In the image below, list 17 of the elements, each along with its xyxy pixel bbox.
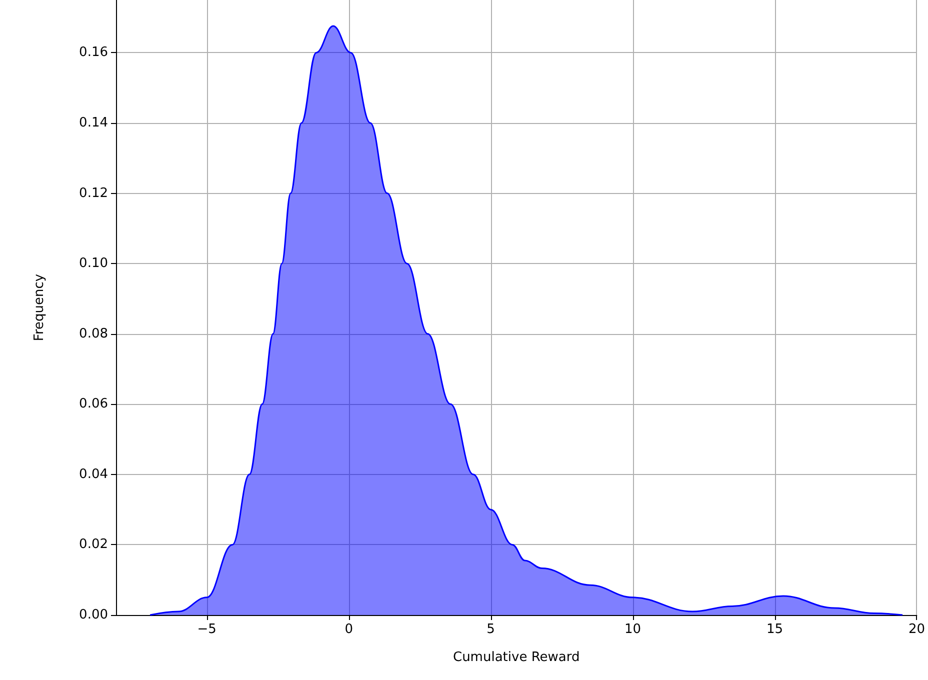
y-tick-label: 0.08 [79,326,108,342]
y-tick-label: 0.14 [79,116,108,130]
y-tick-label: 0.04 [79,466,108,482]
y-tick-label: 0.06 [79,396,108,412]
x-tick-label: 10 [624,622,642,637]
y-tick-label: 0.16 [79,45,108,60]
x-tick-label: 15 [766,622,784,637]
y-tick-label: 0.10 [79,256,108,272]
x-axis-title: Cumulative Reward [452,650,580,665]
y-tick-label: 0.02 [79,537,108,552]
y-tick-label: 0.00 [79,608,108,622]
y-tick-label: 0.12 [79,186,108,201]
x-tick-label: 20 [908,622,925,637]
x-tick-label: 0 [344,622,353,637]
x-tick-label: 5 [486,622,495,637]
x-tick-label: −5 [197,622,216,637]
y-axis-title: Frequency [32,274,47,342]
